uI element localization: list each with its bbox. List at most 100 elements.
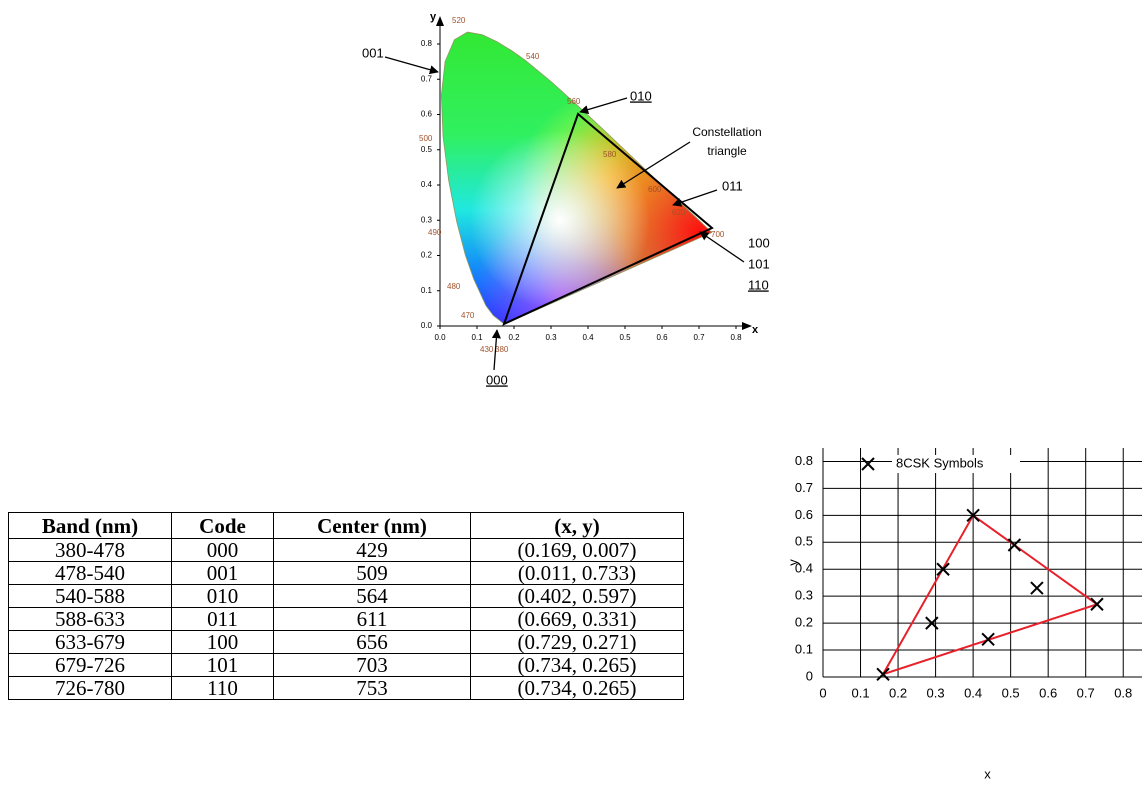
table-row: 540-588 010 564 (0.402, 0.597) (8, 584, 684, 608)
table-row: 679-726 101 703 (0.734, 0.265) (8, 653, 684, 677)
x-tick-label: 0.3 (545, 333, 557, 342)
y-tick-label: 0.3 (421, 215, 433, 224)
column-header: Code (171, 512, 274, 539)
table-cell: 564 (273, 584, 471, 608)
axis-arrow (436, 16, 444, 26)
legend-label: 8CSK Symbols (896, 455, 984, 470)
wavelength-label: 490 (428, 228, 442, 237)
wavelength-label: 470 (461, 311, 475, 320)
x-tick-label: 0.1 (471, 333, 483, 342)
wavelength-label: 480 (447, 282, 461, 291)
table-cell: 001 (171, 561, 274, 585)
point (966, 508, 980, 523)
table-cell: (0.729, 0.271) (470, 630, 684, 654)
x-tick-label: 0.2 (508, 333, 520, 342)
wavelength-label: 520 (452, 16, 466, 25)
y-tick-label: 0.6 (795, 507, 813, 522)
axis-label: x (752, 324, 759, 336)
column-header: Band (nm) (8, 512, 172, 539)
wavelength-label: 540 (526, 52, 540, 61)
column-header: (x, y) (470, 512, 684, 539)
x-tick-label: 0.8 (1114, 685, 1132, 700)
table-cell: 380-478 (8, 538, 172, 562)
table-row: 726-780 110 753 (0.734, 0.265) (8, 676, 684, 700)
x-tick-label: 0.7 (693, 333, 705, 342)
y-tick-label: 0.6 (421, 110, 433, 119)
table-cell: 110 (171, 676, 274, 700)
y-tick-label: 0.0 (421, 321, 433, 330)
annotations: 001 010 Constellation triangle 011 100 1… (362, 45, 770, 387)
y-tick-label: 0.2 (421, 251, 433, 260)
table-cell: 540-588 (8, 584, 172, 608)
annotation: 100 (748, 235, 770, 250)
table-cell: 611 (273, 607, 471, 631)
legend-box (892, 455, 1020, 473)
scatter-chart: 0 0.1 0.2 0.3 0.4 0.5 0.6 0.7 0.8 0 0.1 0.2 0.3 0.4 0.… (785, 448, 1142, 781)
y-tick-label: 0.8 (795, 453, 813, 468)
y-tick-label: 0.2 (795, 615, 813, 630)
table-cell: 633-679 (8, 630, 172, 654)
y-tick-label: 0.5 (795, 534, 813, 549)
x-tick-label: 0.6 (1039, 685, 1057, 700)
wavelength-label: 430 (480, 345, 494, 354)
annotation: 110 (748, 277, 769, 292)
x-tick-label: 0.0 (434, 333, 446, 342)
column-header: Center (nm) (273, 512, 471, 539)
x-tick-label: 0.2 (889, 685, 907, 700)
point (876, 667, 890, 682)
table-cell: (0.169, 0.007) (470, 538, 684, 562)
wavelength-label: 620 (672, 208, 686, 217)
table-cell: 429 (273, 538, 471, 562)
band-table: Band (nm) Code Center (nm) (x, y) 380-478 00… (8, 512, 684, 700)
x-tick-label: 0.4 (964, 685, 982, 700)
axis-label: y (430, 11, 437, 23)
wavelength-label: 600 (648, 185, 662, 194)
y-tick-label: 0.5 (421, 145, 433, 154)
table-cell: 000 (171, 538, 274, 562)
point (1090, 597, 1104, 611)
x-tick-label: 0.4 (582, 333, 594, 342)
x-tick-label: 0.3 (927, 685, 945, 700)
triangle-line (882, 513, 1100, 676)
y-tick-label: 0.1 (795, 641, 813, 656)
x-tick-label: 0 (819, 685, 826, 700)
x-tick-label: 0.5 (619, 333, 631, 342)
y-tick-label: 0.4 (421, 180, 433, 189)
wavelength-label: 700 (711, 230, 725, 239)
table-cell: 478-540 (8, 561, 172, 585)
table-row: 633-679 100 656 (0.729, 0.271) (8, 630, 684, 654)
y-tick-label: 0.4 (795, 561, 813, 576)
x-axis-label: x (984, 766, 991, 781)
table-cell: 509 (273, 561, 471, 585)
table-row: 380-478 000 429 (0.169, 0.007) (8, 538, 684, 562)
legend-marker (861, 457, 875, 471)
x-tick-label: 0.8 (730, 333, 742, 342)
axis-arrow (742, 322, 752, 330)
annotation: 001 (362, 45, 384, 60)
table-cell: 100 (171, 630, 274, 654)
table-cell: (0.734, 0.265) (470, 676, 684, 700)
point (936, 562, 950, 576)
table-cell: (0.011, 0.733) (470, 561, 684, 585)
table-cell: 753 (273, 676, 471, 700)
table-cell: 101 (171, 653, 274, 677)
y-tick-label: 0.8 (421, 39, 433, 48)
y-axis-label: y (785, 559, 800, 566)
annotation: 000 (486, 372, 508, 387)
table-cell: 656 (273, 630, 471, 654)
x-tick-label: 0.1 (851, 685, 869, 700)
table-row: 588-633 011 611 (0.669, 0.331) (8, 607, 684, 631)
x-tick-label: 0.5 (1002, 685, 1020, 700)
point (1030, 581, 1044, 595)
wavelength-label: 580 (603, 150, 617, 159)
table-cell: 726-780 (8, 676, 172, 700)
table-cell: (0.669, 0.331) (470, 607, 684, 631)
x-tick-label: 0.7 (1077, 685, 1095, 700)
annotation: Constellation (692, 125, 761, 139)
y-tick-label: 0.3 (795, 588, 813, 603)
y-tick-label: 0 (806, 668, 813, 683)
table-cell: 588-633 (8, 607, 172, 631)
table-row: 478-540 001 509 (0.011, 0.733) (8, 561, 684, 585)
annotation: triangle (707, 144, 747, 158)
